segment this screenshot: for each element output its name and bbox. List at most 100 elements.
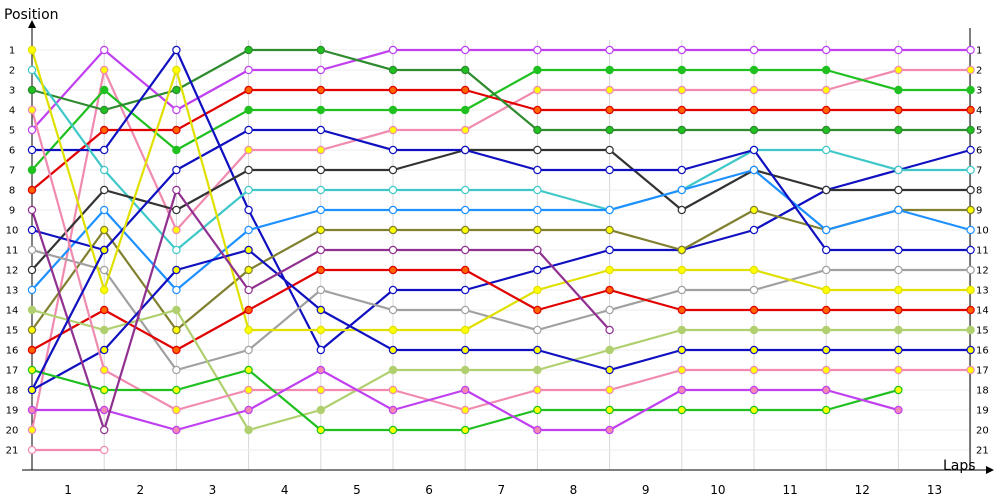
series-19-point xyxy=(461,385,470,395)
series-7-point xyxy=(533,185,542,195)
y-tick-label-right: 1 xyxy=(976,46,982,57)
series-11-point xyxy=(316,125,325,135)
series-10-point xyxy=(749,165,759,175)
series-13-point xyxy=(533,285,542,295)
series-18-point xyxy=(749,405,759,415)
series-2-point xyxy=(894,65,903,75)
series-8-point xyxy=(822,185,831,195)
series-12-point xyxy=(533,325,542,335)
y-tick-label-left: 3 xyxy=(9,86,15,97)
series-10-point xyxy=(966,225,975,235)
series-14-point xyxy=(316,265,325,275)
y-tick-label-right: 2 xyxy=(976,66,982,77)
series-1-point xyxy=(172,105,181,115)
series-16-point xyxy=(461,345,470,355)
series-20-point xyxy=(533,245,542,255)
series-18-point xyxy=(605,405,614,415)
series-1-point xyxy=(677,45,687,55)
series-13-point xyxy=(316,325,325,335)
series-14-point xyxy=(461,265,470,275)
series-11-point xyxy=(966,245,975,255)
series-19-point xyxy=(316,365,325,375)
grid-layer xyxy=(31,40,972,470)
series-17-point xyxy=(677,365,687,375)
series-18-point xyxy=(316,425,325,435)
series-10-point xyxy=(461,205,470,215)
y-tick-label-right: 3 xyxy=(976,86,982,97)
series-19-point xyxy=(533,425,542,435)
series-16-point xyxy=(966,345,975,355)
series-3-point xyxy=(388,105,398,115)
series-13-point xyxy=(749,265,759,275)
y-tick-label-left: 17 xyxy=(6,366,19,377)
y-tick-label-left: 7 xyxy=(9,166,15,177)
series-5-point xyxy=(316,45,325,55)
series-14-point xyxy=(27,345,37,355)
series-3-point xyxy=(99,85,109,95)
series-4-point xyxy=(99,125,109,135)
series-13-point xyxy=(27,45,37,55)
x-tick-label: 8 xyxy=(570,483,578,497)
series-8-point xyxy=(605,145,614,155)
series-9-point xyxy=(99,225,109,235)
series-8-point xyxy=(533,145,542,155)
series-17-point xyxy=(749,365,759,375)
series-line-9 xyxy=(31,208,971,332)
series-5-point xyxy=(749,125,759,135)
y-tick-label-left: 11 xyxy=(6,246,19,257)
y-axis-arrow xyxy=(28,20,36,28)
y-tick-label-left: 10 xyxy=(6,226,19,237)
series-7-point xyxy=(316,185,325,195)
series-6-point xyxy=(749,225,759,235)
series-5-point xyxy=(822,125,831,135)
series-13-point xyxy=(605,265,614,275)
series-20-point xyxy=(316,245,325,255)
series-12-point xyxy=(461,305,470,315)
series-11-point xyxy=(27,225,37,235)
y-tick-label-right: 17 xyxy=(976,366,989,377)
series-line-11 xyxy=(31,128,971,252)
series-lines xyxy=(30,48,971,452)
series-12-point xyxy=(244,345,253,355)
series-11-point xyxy=(894,245,903,255)
series-12-point xyxy=(388,305,398,315)
series-22-point xyxy=(27,385,37,395)
y-tick-label-right: 12 xyxy=(976,266,989,277)
series-1-point xyxy=(27,125,37,135)
x-tick-label: 7 xyxy=(497,483,505,497)
x-tick-label: 9 xyxy=(642,483,650,497)
series-16-point xyxy=(172,265,181,275)
series-15-point xyxy=(894,325,903,335)
series-3-point xyxy=(533,65,542,75)
series-9-point xyxy=(677,245,687,255)
series-21-point xyxy=(27,445,37,455)
series-14-point xyxy=(966,305,975,315)
series-3-point xyxy=(822,65,831,75)
series-10-point xyxy=(316,205,325,215)
series-14-point xyxy=(99,305,109,315)
x-tick-label: 1 xyxy=(64,483,72,497)
x-tick-label: 6 xyxy=(425,483,433,497)
series-line-13 xyxy=(30,49,971,332)
series-14-point xyxy=(388,265,398,275)
series-6-point xyxy=(244,205,253,215)
series-2-point xyxy=(244,145,253,155)
y-tick-label-right: 11 xyxy=(976,246,989,257)
y-tick-label-left: 20 xyxy=(6,426,19,437)
series-10-point xyxy=(244,225,253,235)
series-6-point xyxy=(461,285,470,295)
series-1-point xyxy=(822,45,831,55)
series-14-point xyxy=(677,305,687,315)
series-10-point xyxy=(533,205,542,215)
y-tick-label-right: 21 xyxy=(976,446,989,457)
y-tick-label-left: 14 xyxy=(6,306,19,317)
series-13-point xyxy=(388,325,398,335)
series-16-point xyxy=(388,345,398,355)
series-8-point xyxy=(677,205,687,215)
series-9-point xyxy=(749,205,759,215)
series-17-point xyxy=(99,365,109,375)
series-5-point xyxy=(966,125,975,135)
y-tick-label-left: 6 xyxy=(9,146,15,157)
series-9-point xyxy=(533,225,542,235)
